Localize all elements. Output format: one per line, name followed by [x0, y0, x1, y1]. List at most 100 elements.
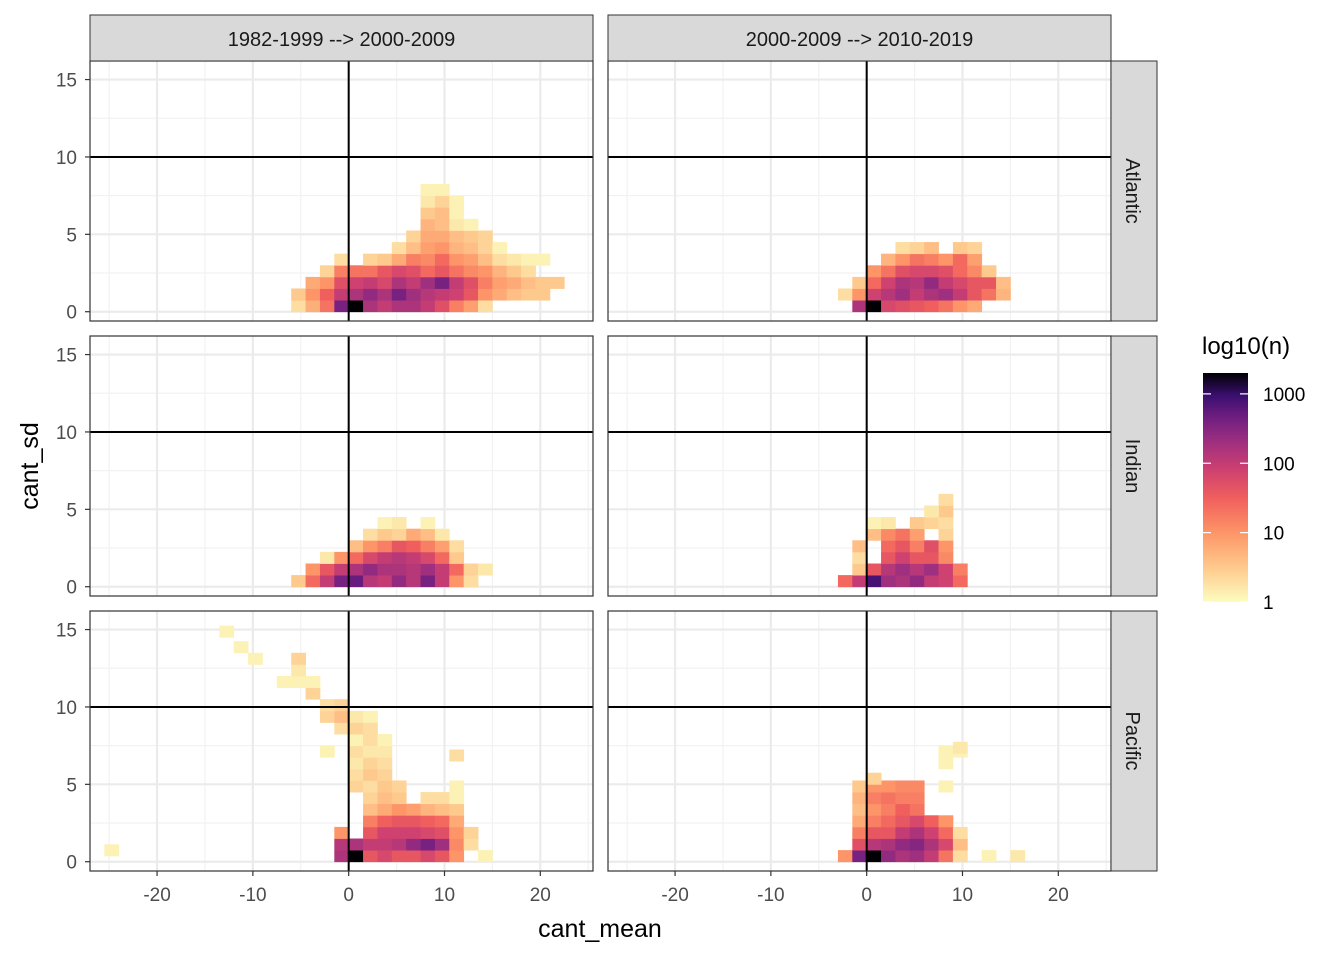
heatmap-bin — [406, 242, 421, 255]
heatmap-bin — [478, 850, 493, 863]
heatmap-bin — [348, 551, 364, 564]
heatmap-bin — [434, 184, 450, 197]
heatmap-bin — [434, 253, 450, 266]
heatmap-bin — [881, 517, 896, 530]
heatmap-bin — [377, 300, 393, 313]
y-tick-label: 15 — [56, 71, 77, 92]
heatmap-bin — [952, 850, 968, 863]
heatmap-bin — [981, 265, 997, 278]
heatmap-bin — [952, 276, 968, 289]
heatmap-bin — [521, 288, 536, 301]
heatmap-bin — [334, 563, 350, 576]
heatmap-bin — [924, 505, 939, 518]
heatmap-bin — [895, 780, 911, 793]
heatmap-bin — [478, 242, 493, 255]
heatmap-bin — [852, 850, 868, 863]
heatmap-bin — [938, 815, 954, 828]
heatmap-bin — [348, 575, 364, 588]
heatmap-bin — [420, 276, 436, 289]
heatmap-bin — [463, 218, 479, 231]
heatmap-bin — [938, 288, 954, 301]
heatmap-bin — [391, 242, 407, 255]
heatmap-bin — [909, 276, 925, 289]
heatmap-bin — [535, 288, 551, 301]
heatmap-bin — [895, 253, 911, 266]
heatmap-bin — [449, 551, 465, 564]
heatmap-bin — [881, 253, 896, 266]
heatmap-bin — [449, 300, 465, 313]
heatmap-bin — [967, 265, 983, 278]
heatmap-bin — [492, 288, 508, 301]
heatmap-bin — [363, 253, 378, 266]
heatmap-bin — [506, 276, 522, 289]
heatmap-bin — [420, 551, 436, 564]
x-tick-label: 20 — [1048, 885, 1069, 906]
heatmap-bin — [535, 276, 551, 289]
heatmap-bin — [952, 288, 968, 301]
heatmap-bin — [449, 218, 465, 231]
heatmap-bin — [363, 792, 378, 805]
heatmap-bin — [377, 276, 393, 289]
y-tick-label: 0 — [66, 578, 77, 599]
heatmap-bin — [909, 517, 925, 530]
y-tick-label: 5 — [66, 225, 77, 246]
heatmap-bin — [463, 288, 479, 301]
heatmap-bin — [434, 803, 450, 816]
heatmap-bin — [406, 276, 421, 289]
heatmap-bin — [492, 276, 508, 289]
heatmap-bin — [449, 850, 465, 863]
heatmap-bin — [391, 517, 407, 530]
heatmap-bin — [492, 242, 508, 255]
heatmap-bin — [363, 768, 378, 781]
heatmap-bin — [434, 218, 450, 231]
heatmap-bin — [334, 838, 350, 851]
heatmap-bin — [377, 265, 393, 278]
heatmap-bin — [449, 815, 465, 828]
heatmap-bin — [478, 300, 493, 313]
heatmap-bin — [305, 300, 321, 313]
heatmap-bin — [938, 838, 954, 851]
heatmap-bin — [478, 563, 493, 576]
heatmap-bin — [334, 288, 350, 301]
heatmap-bin — [938, 850, 954, 863]
heatmap-bin — [909, 803, 925, 816]
y-axis-title: cant_sd — [16, 422, 44, 510]
heatmap-bin — [363, 551, 378, 564]
heatmap-bin — [852, 826, 868, 839]
heatmap-bin — [334, 265, 350, 278]
y-tick-label: 10 — [56, 698, 77, 719]
heatmap-bin — [967, 300, 983, 313]
heatmap-bin — [895, 575, 911, 588]
heatmap-bin — [449, 242, 465, 255]
heatmap-bin — [348, 850, 364, 863]
heatmap-bin — [506, 265, 522, 278]
heatmap-bin — [478, 288, 493, 301]
heatmap-bin — [895, 792, 911, 805]
heatmap-bin — [924, 253, 939, 266]
heatmap-bin — [377, 551, 393, 564]
legend-tick-label: 1000 — [1263, 385, 1305, 406]
heatmap-bin — [319, 563, 335, 576]
column-strip-1-label: 1982-1999 --> 2000-2009 — [228, 29, 455, 51]
heatmap-bin — [348, 276, 364, 289]
heatmap-bin — [938, 505, 954, 518]
heatmap-bin — [924, 838, 939, 851]
heatmap-bin — [377, 815, 393, 828]
heatmap-bin — [406, 838, 421, 851]
column-strip-1: 1982-1999 --> 2000-2009 — [89, 14, 594, 62]
heatmap-bin — [391, 575, 407, 588]
heatmap-bin — [952, 838, 968, 851]
heatmap-bin — [895, 563, 911, 576]
heatmap-bin — [363, 745, 378, 758]
heatmap-bin — [305, 676, 321, 689]
heatmap-bin — [319, 265, 335, 278]
heatmap-bin — [420, 563, 436, 576]
heatmap-bin — [406, 265, 421, 278]
heatmap-bin — [449, 792, 465, 805]
heatmap-bin — [909, 815, 925, 828]
heatmap-bin — [881, 265, 896, 278]
x-tick-label: -10 — [239, 885, 266, 906]
heatmap-bin — [881, 528, 896, 541]
heatmap-bin — [938, 528, 954, 541]
